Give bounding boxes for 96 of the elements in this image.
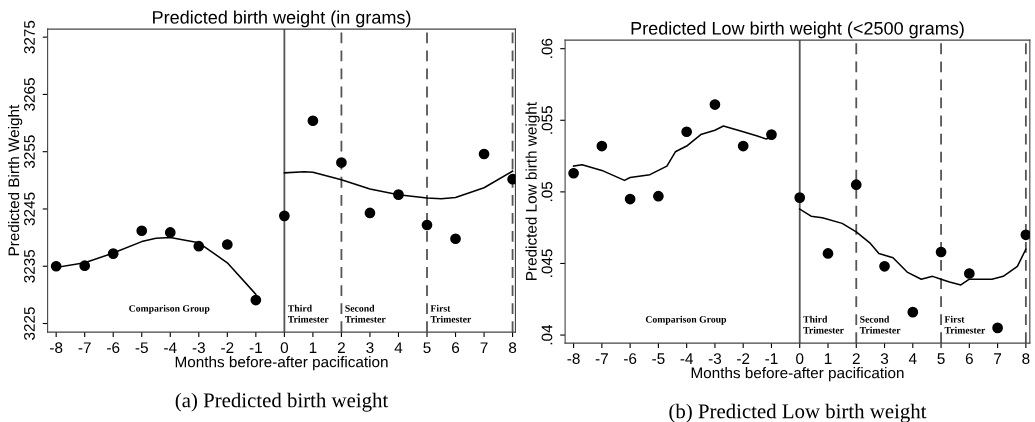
x-tick-label: -5 [652, 353, 665, 365]
point [850, 179, 862, 191]
x-tick-label: 3 [366, 342, 374, 354]
line-series [798, 208, 1027, 286]
point [822, 248, 834, 259]
point [50, 260, 62, 272]
point [935, 246, 947, 258]
x-axis-title: Months before-after pacification [175, 356, 388, 371]
y-tick-label: .045 [541, 249, 553, 277]
x-tick-label: -3 [192, 342, 205, 354]
point [709, 99, 721, 110]
point [393, 189, 404, 201]
ref-line-label: Second Trimester [345, 304, 386, 323]
x-tick-label: 2 [337, 342, 345, 353]
point [737, 140, 749, 152]
text: (b) Predicted Low birth weight [669, 403, 927, 422]
x-tick-label: 6 [965, 353, 973, 365]
x-tick-label: 0 [796, 353, 804, 365]
x-tick-label: 0 [280, 342, 289, 354]
point [136, 225, 148, 237]
y-tick-label: 3245 [24, 192, 35, 226]
ref-line-label: Third Trimester [287, 304, 329, 323]
point [164, 227, 176, 238]
point [336, 157, 347, 168]
point [794, 192, 806, 203]
annotation: Comparison Group [129, 304, 210, 314]
chart-title: Predicted birth weight (in grams) [153, 10, 411, 28]
point [907, 306, 919, 318]
x-tick-label: 5 [423, 342, 431, 354]
y-tick-label: .055 [541, 106, 553, 134]
point [307, 115, 319, 127]
point [193, 240, 205, 252]
x-tick-label: 7 [994, 353, 1002, 364]
x-tick-label: -2 [221, 342, 234, 353]
point [421, 219, 433, 231]
point [992, 322, 1003, 334]
x-tick-label: -6 [107, 342, 120, 354]
x-tick-label: -3 [708, 353, 722, 365]
point [250, 294, 262, 306]
y-tick-label: .05 [541, 181, 553, 202]
x-tick-label: -2 [737, 353, 750, 364]
point [107, 248, 119, 259]
x-tick-label: -7 [78, 342, 91, 353]
x-tick-label: 6 [452, 342, 460, 354]
y-tick-label: 3225 [24, 307, 35, 340]
x-tick-label: 1 [309, 342, 317, 353]
point [221, 239, 233, 250]
y-tick-label: .06 [541, 38, 553, 58]
x-tick-label: 2 [852, 353, 860, 364]
point [624, 193, 636, 205]
x-tick-label: -8 [50, 342, 63, 354]
x-tick-label: 1 [824, 353, 832, 364]
point [1020, 229, 1030, 241]
x-tick-label: 4 [394, 342, 403, 353]
point [568, 167, 579, 179]
y-tick-label: 3235 [24, 249, 35, 283]
x-tick-label: -8 [567, 353, 580, 365]
point [478, 148, 490, 160]
y-axis-title: Predicted Birth Weight [8, 104, 23, 256]
point [79, 260, 91, 272]
x-tick-label: 7 [480, 342, 488, 353]
point [653, 190, 664, 202]
x-tick-label: 5 [937, 353, 945, 365]
x-tick-label: -4 [164, 342, 177, 353]
y-tick-label: 3255 [24, 135, 35, 169]
x-axis-title: Months before-after pacification [691, 367, 904, 382]
point [279, 210, 290, 222]
point [766, 129, 777, 140]
x-tick-label: 8 [508, 342, 517, 354]
x-tick-label: -6 [624, 353, 637, 365]
y-axis-title: Predicted Low birth weight [525, 102, 540, 280]
x-tick-label: 8 [1022, 353, 1030, 365]
x-tick-label: 3 [880, 353, 889, 365]
x-tick-label: -5 [135, 342, 148, 354]
line-series [283, 170, 514, 200]
annotation: Comparison Group [645, 315, 727, 325]
x-tick-label: 4 [908, 353, 917, 364]
ref-line-label: First Trimester [430, 304, 472, 323]
x-tick-label: -4 [680, 353, 694, 364]
y-tick-label: 3265 [24, 78, 35, 111]
point [596, 140, 608, 152]
x-tick-label: -1 [765, 353, 778, 364]
point [963, 268, 975, 279]
point [681, 126, 693, 138]
x-tick-label: -1 [249, 342, 262, 353]
point [879, 260, 890, 272]
y-tick-label: 3275 [24, 20, 35, 54]
point [450, 233, 461, 245]
ref-line-label: Second Trimester [859, 315, 901, 334]
point [364, 207, 376, 219]
ref-line-label: Third Trimester [803, 315, 844, 334]
y-tick-label: .04 [541, 324, 553, 345]
ref-line-label: First Trimester [944, 315, 986, 334]
x-tick-label: -7 [595, 353, 608, 364]
text: (a) Predicted birth weight [175, 392, 389, 412]
chart-title: Predicted Low birth weight (<2500 grams) [631, 21, 964, 39]
